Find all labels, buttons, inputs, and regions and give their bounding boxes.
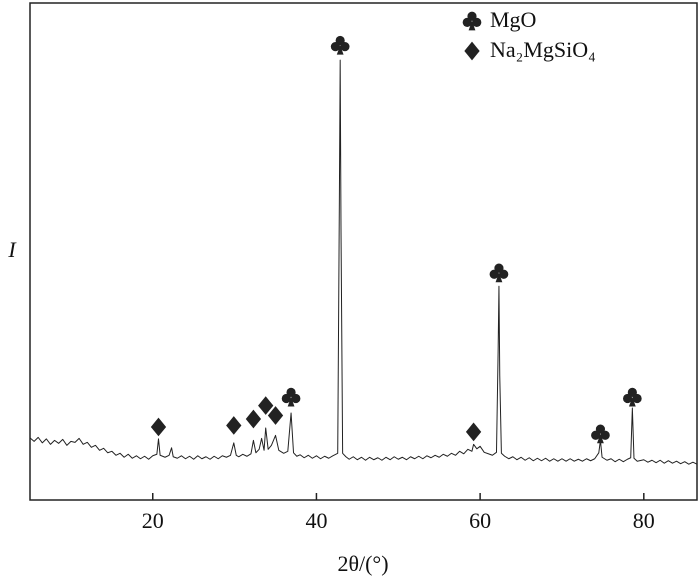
club-stem	[597, 433, 604, 444]
club-stem	[287, 397, 295, 407]
diamond-marker	[267, 406, 284, 425]
diamond-shape	[465, 422, 482, 442]
club-stem	[495, 272, 503, 283]
xrd-pattern	[29, 59, 698, 465]
diamond-shape	[150, 417, 167, 437]
x-axis-label: 2θ/(°)	[337, 551, 388, 576]
club-leaf	[600, 430, 610, 440]
club-marker	[591, 424, 610, 444]
club-leaf	[499, 269, 509, 279]
club-leaf	[489, 269, 499, 279]
club-marker	[489, 263, 509, 283]
club-stem	[628, 397, 636, 407]
club-stem	[336, 45, 344, 55]
y-axis-label: I	[7, 237, 17, 262]
diamond-marker	[150, 417, 167, 437]
diamond-shape	[464, 41, 480, 61]
club-leaf	[632, 393, 642, 404]
x-tick-label: 80	[633, 508, 655, 533]
diamond-shape	[267, 406, 284, 425]
club-marker	[330, 35, 350, 55]
x-tick-label: 60	[469, 508, 491, 533]
club-leaf	[462, 17, 472, 27]
x-tick-label: 40	[305, 508, 327, 533]
club-leaf	[281, 393, 291, 404]
x-tick-label: 20	[142, 508, 164, 533]
club-leaf	[340, 42, 350, 52]
diamond-shape	[245, 409, 262, 429]
club-marker	[281, 387, 301, 407]
club-marker	[462, 11, 482, 31]
diamond-marker	[465, 422, 482, 442]
diamond-marker	[464, 41, 480, 61]
diamond-marker	[258, 396, 274, 415]
club-marker	[622, 387, 642, 407]
club-leaf	[291, 393, 301, 404]
legend-label: MgO	[490, 7, 536, 32]
diamond-marker	[245, 409, 262, 429]
legend-label: Na₂MgSiO₄	[490, 37, 596, 62]
club-leaf	[330, 42, 341, 52]
diamond-shape	[258, 396, 274, 415]
club-leaf	[622, 393, 633, 404]
club-leaf	[591, 430, 601, 440]
plot-frame	[29, 2, 698, 501]
diamond-marker	[226, 416, 242, 435]
club-stem	[468, 21, 476, 31]
diamond-shape	[226, 416, 242, 435]
club-leaf	[472, 17, 482, 27]
